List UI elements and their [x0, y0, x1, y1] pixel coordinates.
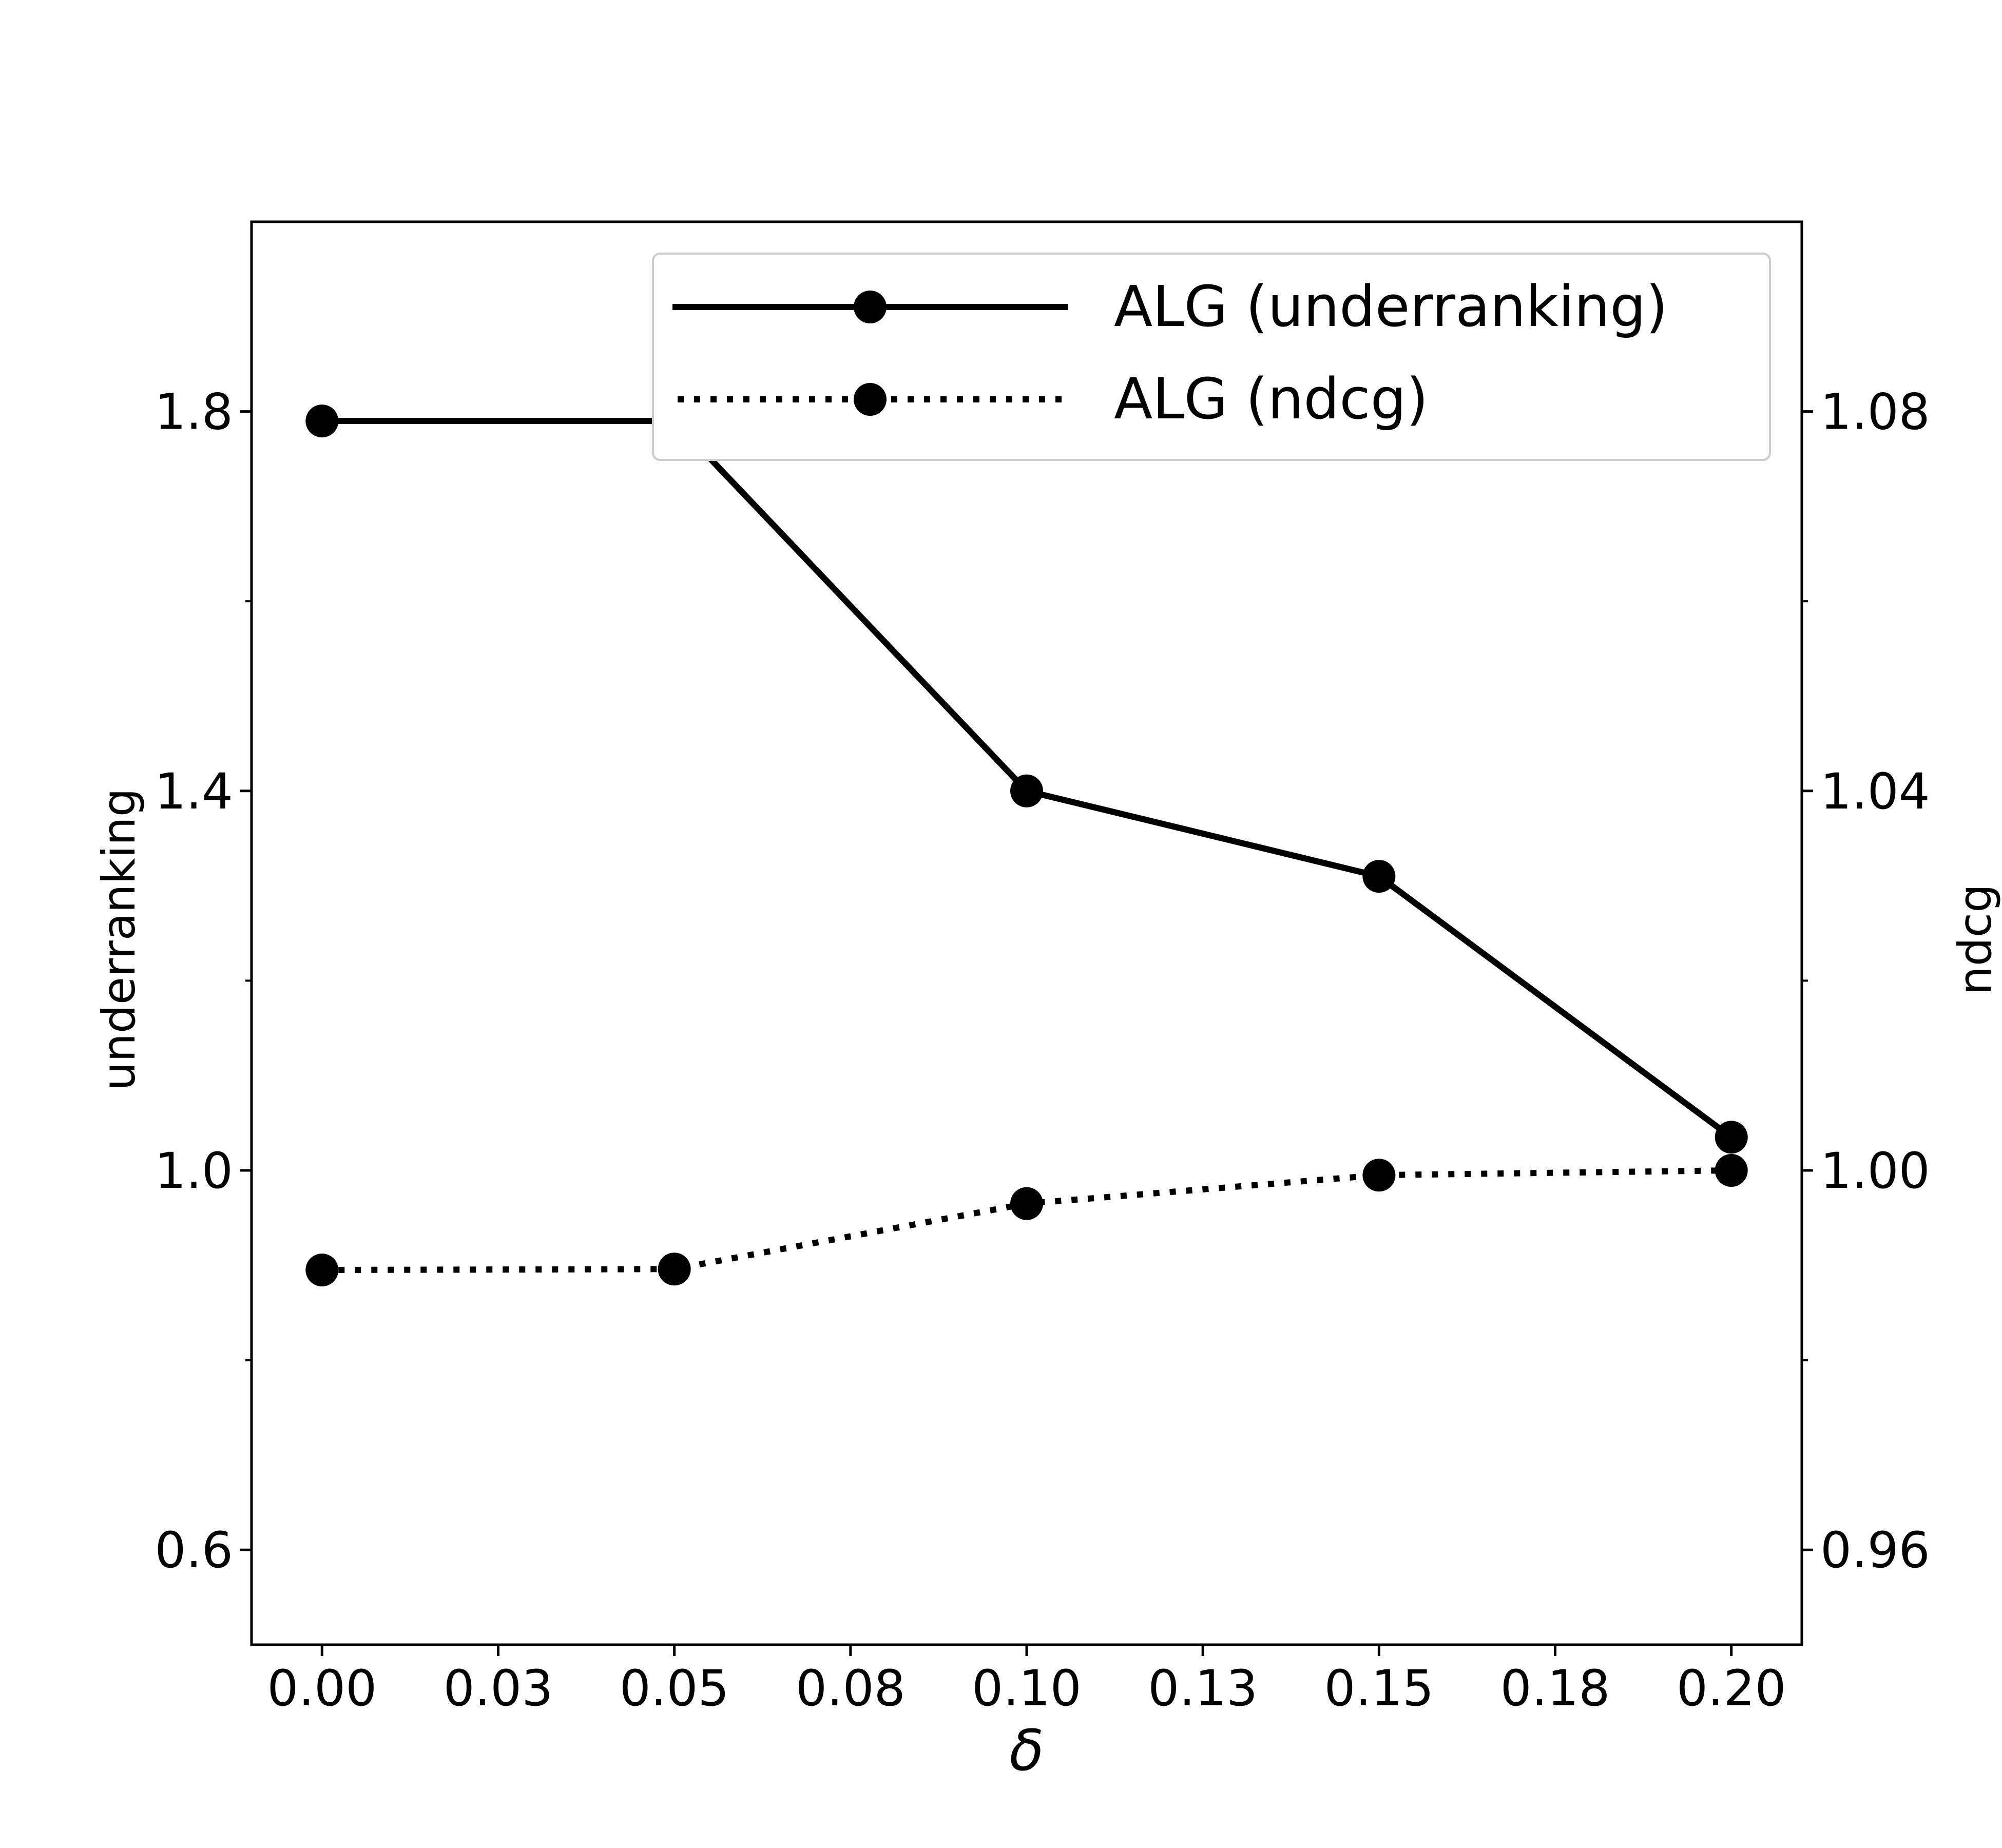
- legend-entry-ndcg[interactable]: ALG (ndcg): [678, 366, 1428, 432]
- x-tick-label: 0.03: [444, 1660, 553, 1717]
- right-y-tick-label: 1.08: [1820, 383, 1930, 441]
- right-y-tick-label: 0.96: [1820, 1522, 1930, 1579]
- legend[interactable]: ALG (underranking) ALG (ndcg): [652, 253, 1771, 461]
- data-point-ndcg: [1715, 1154, 1748, 1187]
- left-y-tick-label: 1.4: [155, 763, 233, 820]
- left-y-tick-label: 1.8: [155, 383, 233, 441]
- data-point-ndcg: [658, 1253, 691, 1286]
- x-tick-label: 0.00: [267, 1660, 377, 1717]
- x-axis-label: δ: [1009, 1718, 1044, 1783]
- legend-label-ndcg: ALG (ndcg): [1114, 366, 1428, 432]
- ticks-layer: 0.00 0.03 0.05 0.08 0.10 0.13 0.15 0.18 0.20 0.6 1…: [155, 383, 1930, 1717]
- data-point-ndcg: [305, 1254, 339, 1287]
- legend-entry-underranking[interactable]: ALG (underranking): [672, 274, 1668, 339]
- right-axis-label: ndcg: [1949, 884, 2001, 995]
- x-tick-label: 0.18: [1500, 1660, 1610, 1717]
- legend-label-underranking: ALG (underranking): [1114, 274, 1668, 339]
- x-tick-label: 0.20: [1677, 1660, 1786, 1717]
- x-tick-label: 0.05: [620, 1660, 729, 1717]
- left-y-tick-label: 1.0: [155, 1142, 233, 1200]
- x-tick-label: 0.15: [1324, 1660, 1434, 1717]
- data-point-underranking: [1010, 774, 1043, 807]
- series-layer: [305, 405, 1748, 1287]
- x-tick-label: 0.08: [796, 1660, 906, 1717]
- legend-marker: [854, 383, 887, 416]
- data-point-underranking: [1715, 1121, 1748, 1154]
- x-tick-label: 0.13: [1148, 1660, 1258, 1717]
- data-point-underranking: [1362, 860, 1396, 893]
- data-point-underranking: [305, 405, 339, 438]
- x-tick-label: 0.10: [972, 1660, 1082, 1717]
- left-axis-label: underranking: [92, 788, 145, 1090]
- data-point-ndcg: [1010, 1187, 1043, 1220]
- right-y-tick-label: 1.00: [1820, 1142, 1930, 1200]
- legend-marker: [854, 291, 887, 323]
- left-y-tick-label: 0.6: [155, 1522, 233, 1579]
- plot-frame: [250, 220, 1803, 1646]
- right-y-tick-label: 1.04: [1820, 763, 1930, 820]
- series-line-ndcg: [322, 1167, 1731, 1274]
- data-point-ndcg: [1362, 1159, 1396, 1192]
